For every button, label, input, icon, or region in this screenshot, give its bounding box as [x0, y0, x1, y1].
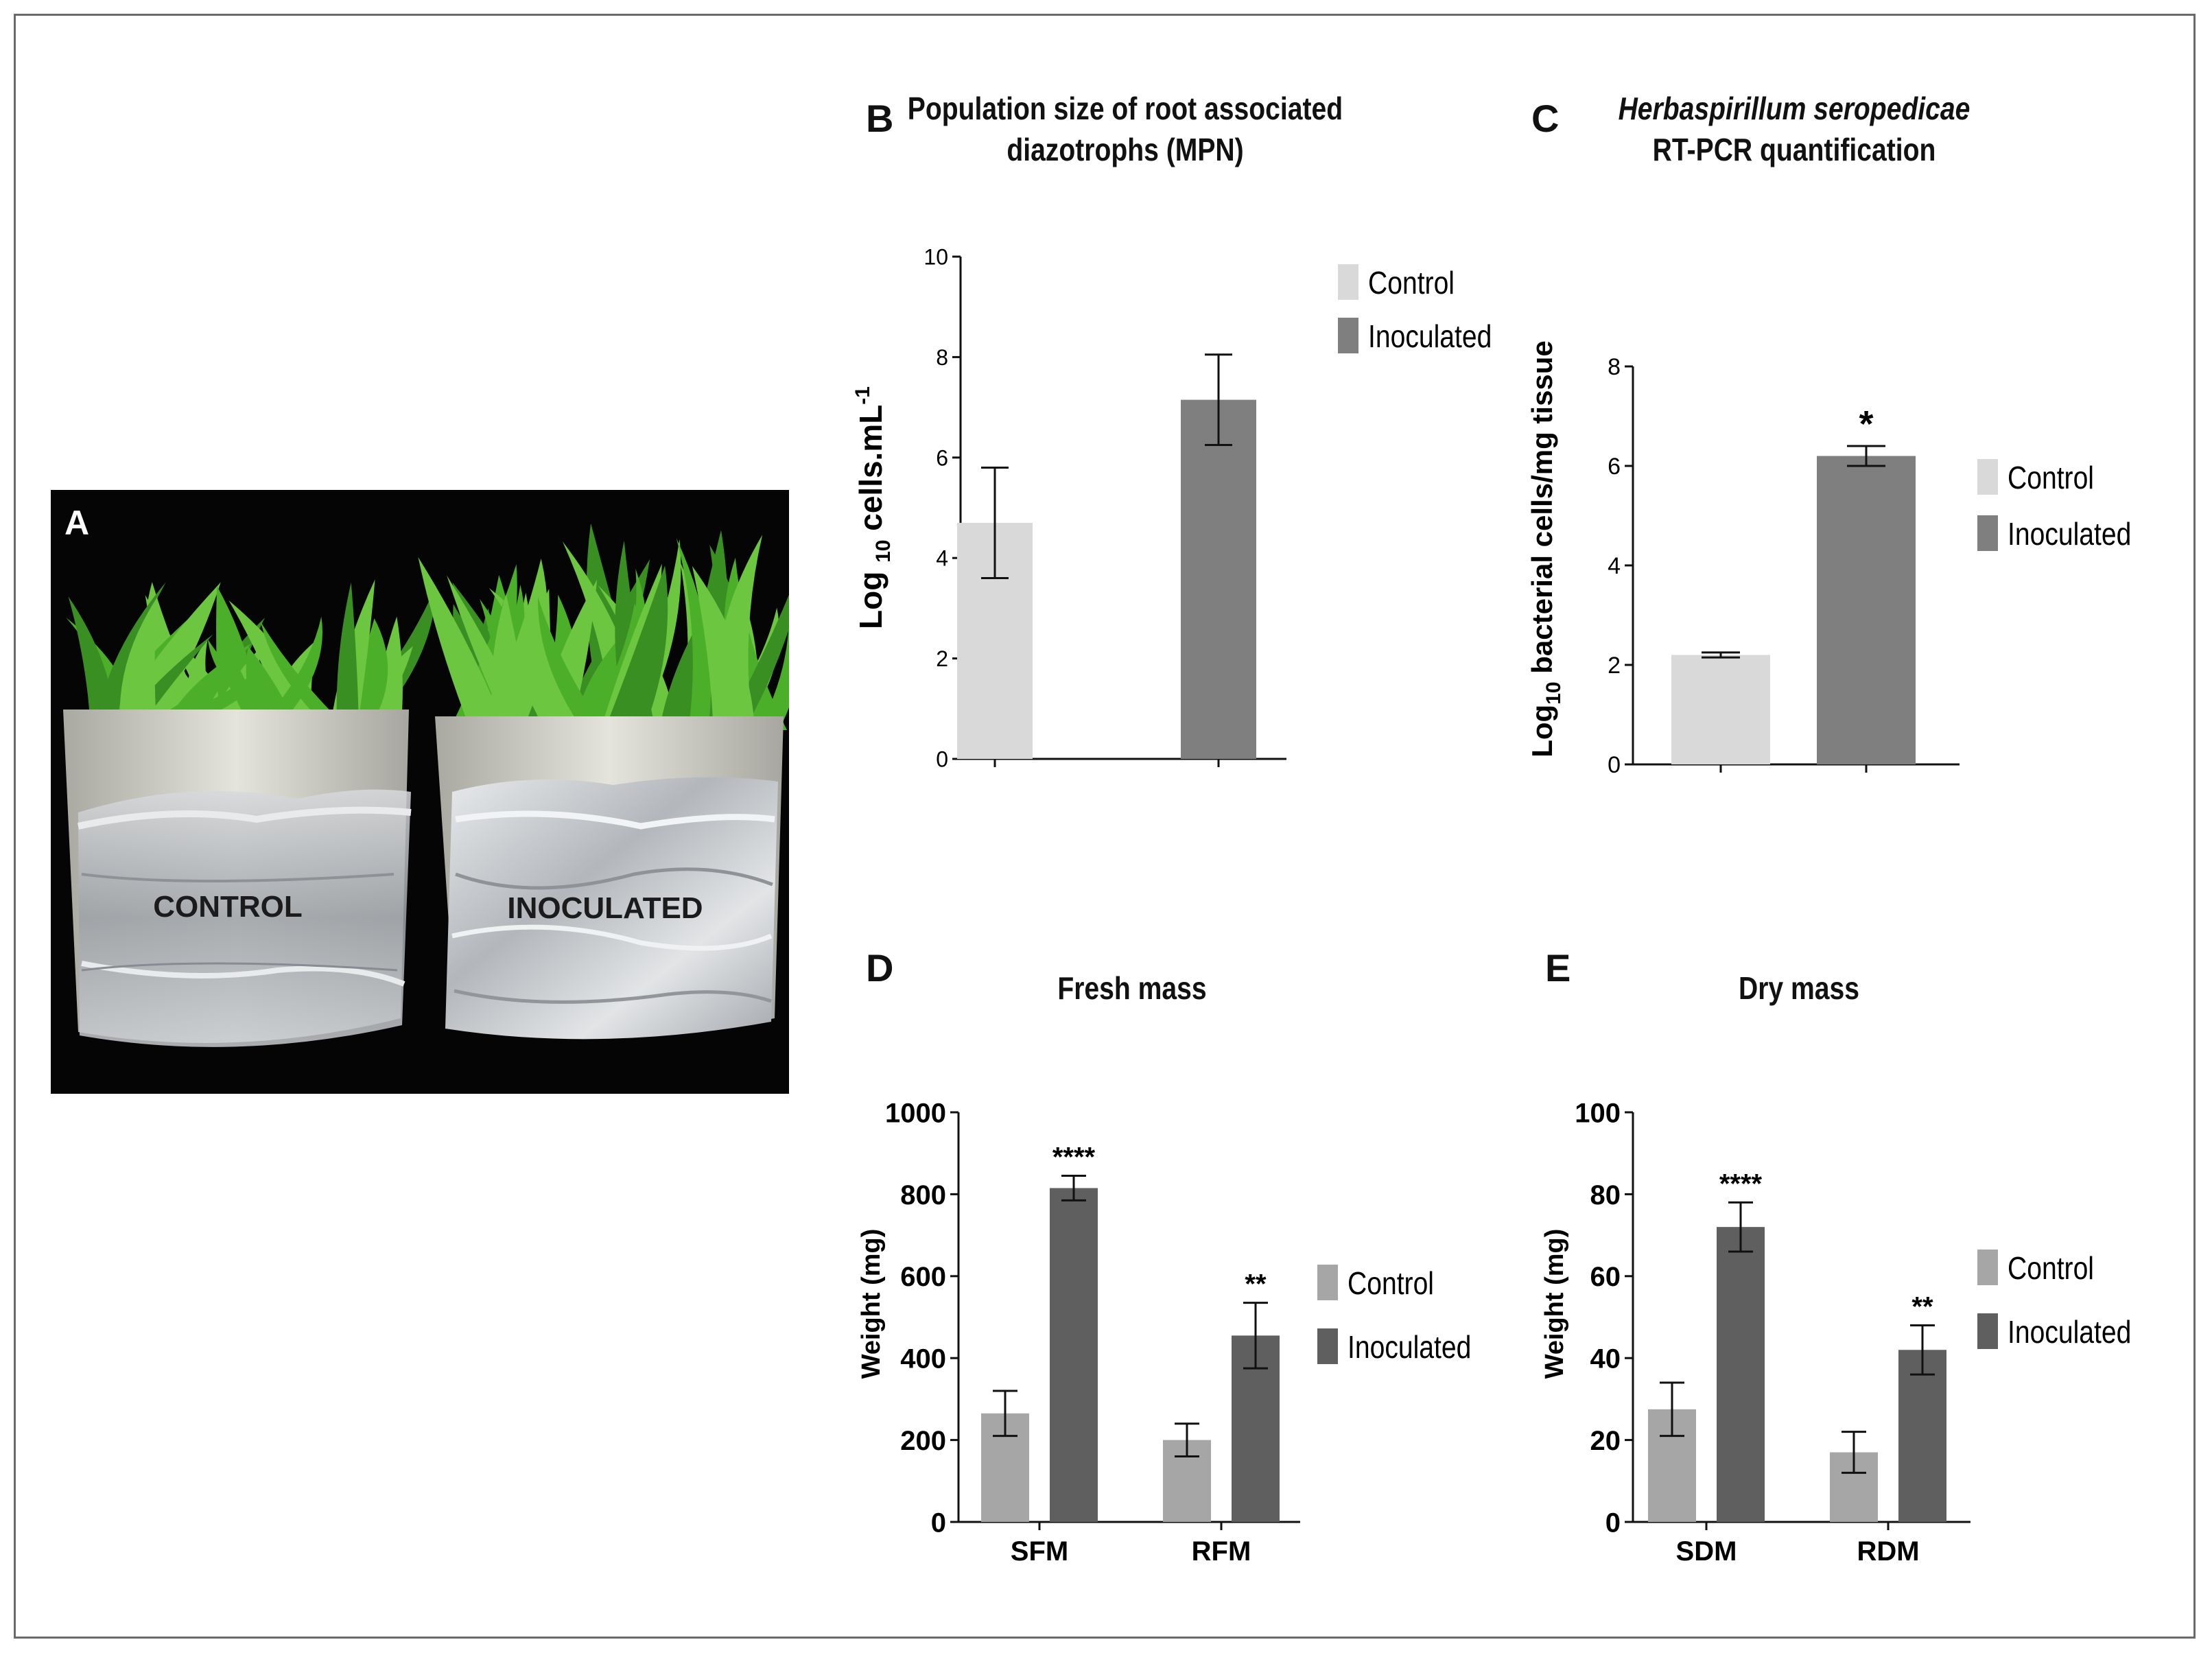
panel-b-title-line2: diazotrophs (MPN) [1007, 132, 1244, 167]
left-pot-foil [78, 789, 411, 1047]
y-tick-label: 200 [900, 1426, 946, 1456]
y-tick-label: 8 [1608, 354, 1621, 380]
legend-swatch-control [1338, 264, 1358, 300]
y-axis-label: Weight (mg) [857, 1229, 886, 1379]
y-tick-label: 20 [1590, 1426, 1621, 1456]
x-tick-label: RFM [1192, 1536, 1251, 1567]
bar-inoculated [1717, 1227, 1765, 1522]
significance-label: **** [1052, 1142, 1096, 1173]
legend-swatch-control [1977, 1250, 1998, 1285]
significance-label: ** [1911, 1291, 1933, 1322]
leaf [481, 559, 548, 730]
leaf [538, 597, 605, 730]
legend-label-control: Control [1368, 266, 1455, 301]
panel-e-title: Dry mass [1738, 970, 1860, 1006]
inoculated-pot-label: INOCULATED [507, 891, 703, 925]
y-tick-label: 2 [1608, 653, 1621, 679]
leaf [600, 563, 662, 730]
significance-label: ** [1245, 1269, 1267, 1300]
leaf [757, 612, 789, 730]
legend-swatch-control [1317, 1265, 1338, 1300]
y-tick-label: 80 [1590, 1180, 1621, 1210]
right-pot-foil [445, 777, 778, 1040]
panel-d-title: Fresh mass [1057, 970, 1207, 1006]
y-tick-label: 0 [1608, 752, 1621, 778]
leaf [261, 616, 323, 723]
bar-inoculated [1181, 399, 1256, 759]
y-axis-label: Log 10 cells.mL-1 [851, 386, 895, 629]
y-tick-label: 0 [936, 747, 948, 772]
panel-b-letter: B [866, 97, 894, 140]
panel-c-letter: C [1531, 97, 1560, 140]
leaf [536, 579, 598, 730]
x-tick-label: SFM [1011, 1536, 1068, 1567]
legend-swatch-inoculated [1977, 1313, 1998, 1349]
panel-e-letter: E [1545, 946, 1571, 989]
panel-b-title-line1: Population size of root associated [907, 91, 1343, 126]
legend-label-control: Control [2008, 1251, 2094, 1287]
y-tick-label: 0 [931, 1508, 946, 1538]
panel-b-title: Population size of root associated diazo… [892, 88, 1358, 170]
y-tick-label: 6 [1608, 454, 1621, 480]
y-tick-label: 0 [1605, 1508, 1621, 1538]
plant-pots-illustration: A CONTROL INOCULATED [63, 504, 789, 1047]
legend-swatch-inoculated [1317, 1328, 1338, 1364]
legend-swatch-control [1977, 459, 1998, 495]
x-tick-label: SDM [1676, 1536, 1737, 1567]
legend-label-inoculated: Inoculated [1368, 319, 1492, 355]
significance-label: **** [1719, 1169, 1763, 1199]
leaf [692, 565, 755, 730]
legend-swatch-inoculated [1338, 318, 1358, 353]
figure-frame [14, 14, 2196, 1639]
panel-c-title-species: Herbaspirillum seropedicae [1618, 91, 1970, 126]
leaf [723, 594, 789, 730]
right-plant [418, 523, 789, 730]
panel-a-photo: A CONTROL INOCULATED [51, 490, 789, 1094]
bar-inoculated [1898, 1350, 1946, 1522]
panel-c-title-line2: RT-PCR quantification [1652, 132, 1936, 167]
y-tick-label: 800 [900, 1180, 946, 1210]
panel-c-title: Herbaspirillum seropedicae RT-PCR quanti… [1561, 88, 2027, 170]
legend-label-control: Control [1348, 1266, 1434, 1302]
leaf [676, 538, 711, 730]
legend-label-inoculated: Inoculated [1348, 1330, 1471, 1365]
control-pot-label: CONTROL [153, 890, 303, 924]
leaf [119, 596, 158, 723]
leaf [231, 654, 272, 723]
y-tick-label: 8 [936, 345, 948, 370]
legend-label-inoculated: Inoculated [2008, 517, 2131, 552]
leaf [418, 556, 506, 730]
y-tick-label: 600 [900, 1262, 946, 1292]
y-tick-label: 6 [936, 445, 948, 470]
x-tick-label: RDM [1857, 1536, 1919, 1567]
y-tick-label: 60 [1590, 1262, 1621, 1292]
y-tick-label: 400 [900, 1344, 946, 1374]
y-axis-label: Weight (mg) [1540, 1229, 1569, 1379]
y-tick-label: 4 [936, 546, 948, 571]
legend-swatch-inoculated [1977, 515, 1998, 551]
y-tick-label: 2 [936, 646, 948, 671]
y-tick-label: 4 [1608, 553, 1621, 579]
y-tick-label: 40 [1590, 1344, 1621, 1374]
panel-a-letter: A [64, 504, 89, 542]
bar-inoculated [1817, 456, 1916, 764]
leaf [604, 565, 668, 730]
legend-label-control: Control [2008, 460, 2094, 496]
significance-label: * [1859, 403, 1873, 445]
y-axis-label: Log10 bacterial cells/mg tissue [1526, 340, 1565, 758]
leaf [68, 596, 116, 723]
leaf [336, 582, 360, 723]
panel-d-letter: D [866, 946, 894, 989]
y-tick-label: 10 [923, 245, 948, 270]
y-tick-label: 100 [1575, 1098, 1621, 1128]
bar-control [1671, 655, 1770, 764]
bar-inoculated [1050, 1188, 1098, 1522]
legend-label-inoculated: Inoculated [2008, 1315, 2131, 1350]
y-tick-label: 1000 [885, 1098, 946, 1128]
